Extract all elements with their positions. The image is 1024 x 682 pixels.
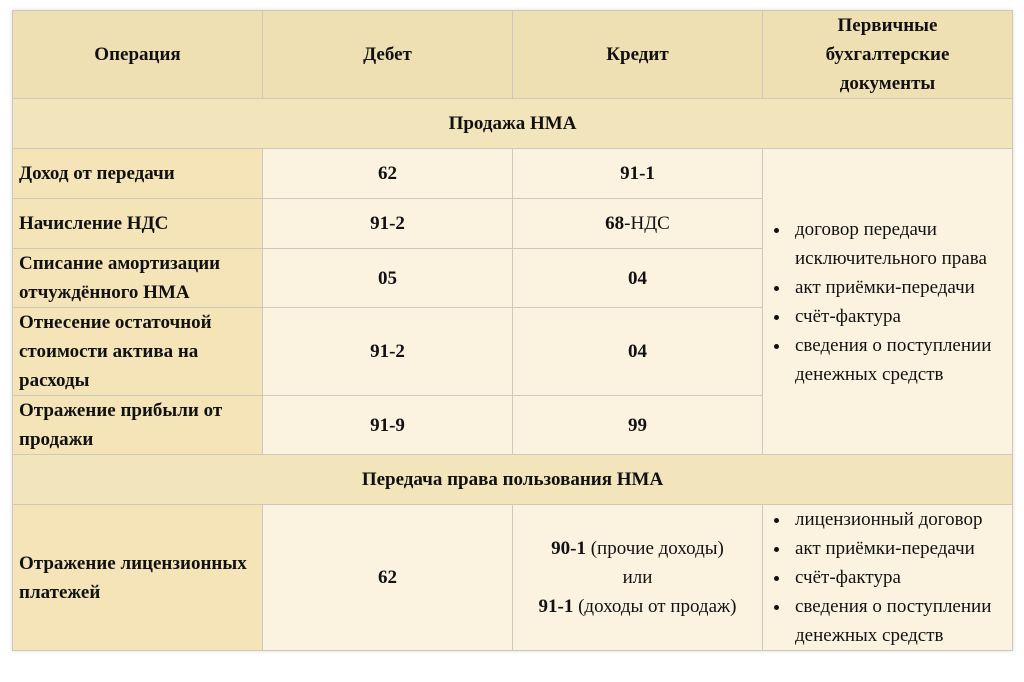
operation: Отражение прибыли от продажи — [12, 395, 263, 455]
credit-part: 91-1 — [620, 163, 655, 184]
header-text: Кредит — [606, 44, 669, 65]
operation: Доход от передачи — [12, 148, 263, 199]
entry-row: Начисление НДС 91-2 68-НДС — [12, 198, 1013, 249]
credit-line: или — [519, 563, 756, 592]
header-cell: Кредит — [512, 10, 763, 99]
credit-line: 91-1 — [519, 159, 756, 188]
document-item: договор передачи исключительного права — [791, 215, 1006, 273]
credit-line: 99 — [519, 411, 756, 440]
credit-part: или — [622, 567, 653, 588]
header-text: Операция — [94, 44, 181, 65]
document-item: счёт-фактура — [791, 563, 1006, 592]
credit-part: 04 — [628, 267, 647, 289]
entry-row: Отражение лицензионных платежей 62 90-1 (п… — [12, 504, 1013, 651]
entry-row: Отнесение остаточной стоимости актива на… — [12, 307, 1013, 396]
debit: 91-2 — [262, 198, 513, 249]
section-title: Передача права пользования НМА — [12, 454, 1013, 505]
debit: 05 — [262, 248, 513, 308]
credit-part: (доходы от продаж) — [573, 596, 737, 617]
credit: 04 — [512, 248, 763, 308]
document-item: счёт-фактура — [791, 302, 1006, 331]
documents: лицензионный договоракт приёмки-передачи… — [762, 504, 1013, 651]
operation: Отнесение остаточной стоимости актива на… — [12, 307, 263, 396]
header-cell: Дебет — [262, 10, 513, 99]
credit: 91-1 — [512, 148, 763, 199]
entry-row: Отражение прибыли от продажи 91-9 99 — [12, 395, 1013, 455]
header-cell: Первичные бухгалтерские документы — [762, 10, 1013, 99]
entry-row: Списание амортизации отчуждённого НМА 05 0… — [12, 248, 1013, 308]
debit: 62 — [262, 504, 513, 651]
operation: Списание амортизации отчуждённого НМА — [12, 248, 263, 308]
credit-line: 04 — [519, 264, 756, 293]
credit-part: 04 — [628, 341, 647, 362]
credit-part: 99 — [628, 414, 647, 436]
credit-line: 90-1 (прочие доходы) — [519, 534, 756, 563]
section-row: Передача права пользования НМА — [12, 454, 1013, 505]
credit-part: (прочие доходы) — [585, 538, 724, 559]
header-text: Дебет — [363, 44, 412, 65]
credit-line: 91-1 (доходы от продаж) — [519, 592, 756, 621]
document-item: акт приёмки-передачи — [791, 534, 1006, 563]
credit-line: 04 — [519, 337, 756, 366]
credit-part: -НДС — [624, 213, 670, 234]
operation: Начисление НДС — [12, 198, 263, 249]
header-text: Первичные бухгалтерские документы — [825, 15, 950, 94]
document-item: сведения о поступлении денежных средств — [791, 592, 1006, 650]
credit-part: 68 — [605, 213, 625, 234]
credit-line: 68-НДС — [519, 209, 756, 238]
header-row: Операция Дебет Кредит Первичные бухгалтерск… — [12, 10, 1013, 99]
debit: 62 — [262, 148, 513, 199]
section-title: Продажа НМА — [12, 98, 1013, 149]
section-row: Продажа НМА — [12, 98, 1013, 149]
header-cell: Операция — [12, 10, 263, 99]
document-list: договор передачи исключительного праваак… — [769, 215, 1006, 389]
credit: 99 — [512, 395, 763, 455]
document-item: сведения о поступлении денежных средств — [791, 331, 1006, 389]
accounting-table: Операция Дебет Кредит Первичные бухгалтерск… — [12, 10, 1013, 651]
operation: Отражение лицензионных платежей — [12, 504, 263, 651]
document-list: лицензионный договоракт приёмки-передачи… — [769, 505, 1006, 650]
credit: 68-НДС — [512, 198, 763, 249]
documents: договор передачи исключительного праваак… — [762, 148, 1013, 455]
credit-part: 90-1 — [551, 538, 586, 559]
credit: 90-1 (прочие доходы) или 91-1 (доходы от п… — [512, 504, 763, 651]
document-item: акт приёмки-передачи — [791, 273, 1006, 302]
document-item: лицензионный договор — [791, 505, 1006, 534]
debit: 91-2 — [262, 307, 513, 396]
debit: 91-9 — [262, 395, 513, 455]
credit-part: 91-1 — [538, 596, 574, 617]
credit: 04 — [512, 307, 763, 396]
